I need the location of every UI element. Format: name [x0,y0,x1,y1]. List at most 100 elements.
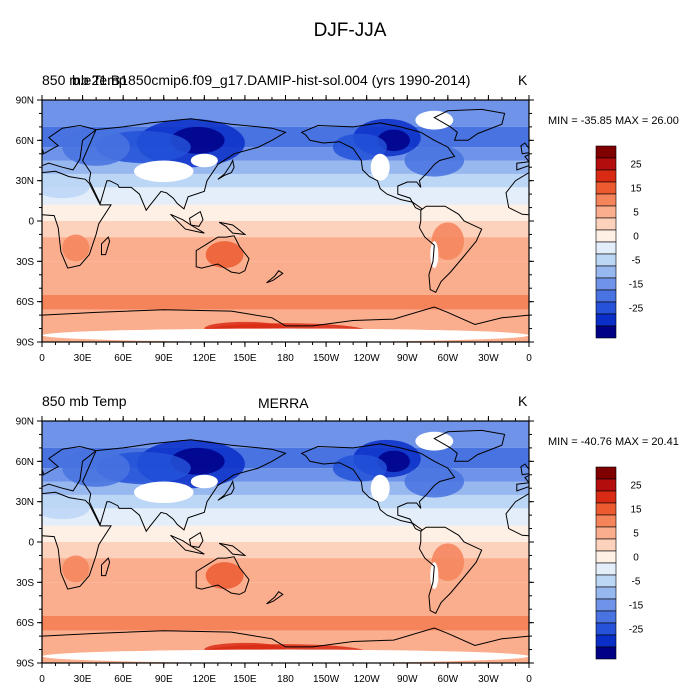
field-band [42,173,529,188]
missing-data-patch [370,474,390,502]
colorbar-box [595,301,617,315]
colorbar-label: 5 [633,529,639,540]
lat-tick-label: 60N [16,136,34,147]
coastline-indonesia [658,214,692,233]
coastline-madagascar [101,236,111,256]
lat-tick-label: 30S [16,578,34,589]
coastline-antarctica [42,627,529,663]
coastline-japan [217,158,235,180]
coastline-antarctica [42,306,529,342]
field-band [42,204,529,221]
coastline-samerica [418,205,483,293]
field-anomaly [62,555,90,583]
coastline-europe [42,124,98,171]
lon-tick-label: 180 [277,674,294,685]
coastline-australia [195,235,250,274]
colorbar-box [595,157,617,171]
lon-tick-label: 150E [233,353,257,364]
field-band [42,187,529,205]
colorbar-box [595,550,617,564]
bottom-minmax: MIN = -40.76 MAX = 20.41 [548,436,679,448]
colorbar-label: 25 [630,160,642,171]
colorbar-label: -25 [629,625,644,636]
coastline-namerica [300,443,456,532]
field-band [42,582,529,616]
colorbar-label: 0 [633,232,639,243]
colorbar-box [595,313,617,327]
field-band [42,100,529,127]
coastline-indonesia [170,534,205,555]
field-anomaly [205,562,244,590]
lon-tick-label: 150W [313,674,340,685]
lat-tick-label: 90S [16,659,34,670]
colorbar-label: 15 [630,184,642,195]
colorbar-box [595,610,617,624]
missing-data-patch [42,649,529,663]
top-colorbar: 25 15 5 0 -5 -15 -25 [595,145,644,339]
field-anomaly [404,144,465,177]
colorbar-box [595,646,617,660]
field-anomaly [332,454,387,482]
colorbar-box [595,181,617,195]
field-band [42,525,529,542]
lat-tick-label: 0 [28,217,34,228]
colorbar-label: 5 [633,208,639,219]
top-minmax: MIN = -35.85 MAX = 26.00 [548,115,679,127]
colorbar-label: 25 [630,481,642,492]
lon-tick-label: 150W [313,353,340,364]
missing-data-patch [190,153,218,168]
field-band [42,542,529,559]
coastline-borneo [188,210,204,227]
colorbar-box [595,574,617,588]
lat-tick-label: 90N [16,417,34,428]
top-center-string: b.e21.B1850cmip6.f09_g17.DAMIP-hist-sol.… [72,72,471,88]
colorbar-label: -15 [629,601,644,612]
field-anomaly [42,497,90,520]
colorbar-box [595,145,617,159]
coastline-greenland [433,108,506,141]
lon-tick-label: 180 [277,353,294,364]
lat-tick-label: 60S [16,618,34,629]
lon-tick-label: 60W [438,353,459,364]
colorbar-label: -5 [632,256,641,267]
missing-data-patch [430,241,439,269]
lat-tick-label: 60N [16,457,34,468]
lon-tick-label: 0 [39,353,45,364]
colorbar-box [595,205,617,219]
missing-data-patch [133,481,194,504]
coastline-europe [516,474,529,492]
coastline-japan [217,479,235,501]
coastline-uk [520,463,529,476]
colorbar-box [595,217,617,231]
lon-tick-label: 120E [193,674,217,685]
coastline-africa [42,491,112,590]
missing-data-patch [415,110,454,130]
field-band [42,221,529,238]
coastline-madagascar [589,558,597,576]
coastline-europe [516,153,529,171]
colorbar-label: -15 [629,280,644,291]
colorbar-label: 15 [630,505,642,516]
field-anomaly [431,543,465,581]
colorbar-label: 0 [633,553,639,564]
lon-tick-label: 60W [438,674,459,685]
coastline-borneo [188,531,204,548]
lon-tick-label: 30W [478,674,499,685]
colorbar-box [595,253,617,267]
bottom-unit-string: K [518,393,528,409]
coastline-newzealand [266,591,284,605]
colorbar-box [595,169,617,183]
lon-tick-label: 30W [478,353,499,364]
missing-data-patch [42,328,529,342]
coastline-indonesia [170,213,205,234]
field-anomaly [404,465,465,498]
missing-data-patch [415,431,454,451]
lon-tick-label: 30E [74,674,92,685]
bottom-map-panel: 90N 60N 30N 0 30S 60S 90S 0 30E 60E 90E 120E 150E 180… [16,416,644,685]
coastline-madagascar [589,237,597,255]
bottom-left-string: 850 mb Temp [42,393,127,409]
lon-tick-label: 120W [354,674,381,685]
colorbar-box [595,586,617,600]
field-anomaly [431,222,465,260]
